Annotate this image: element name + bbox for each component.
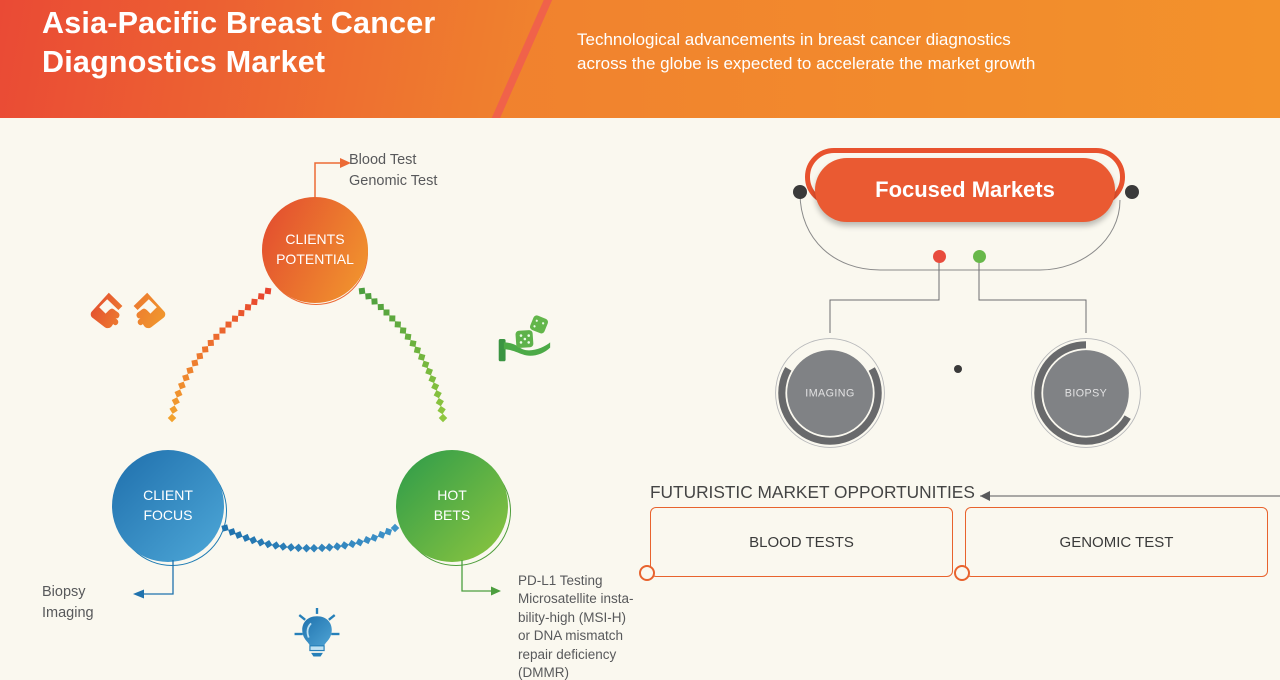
svg-text:BIOPSY: BIOPSY	[1065, 388, 1107, 400]
svg-text:IMAGING: IMAGING	[805, 388, 854, 400]
